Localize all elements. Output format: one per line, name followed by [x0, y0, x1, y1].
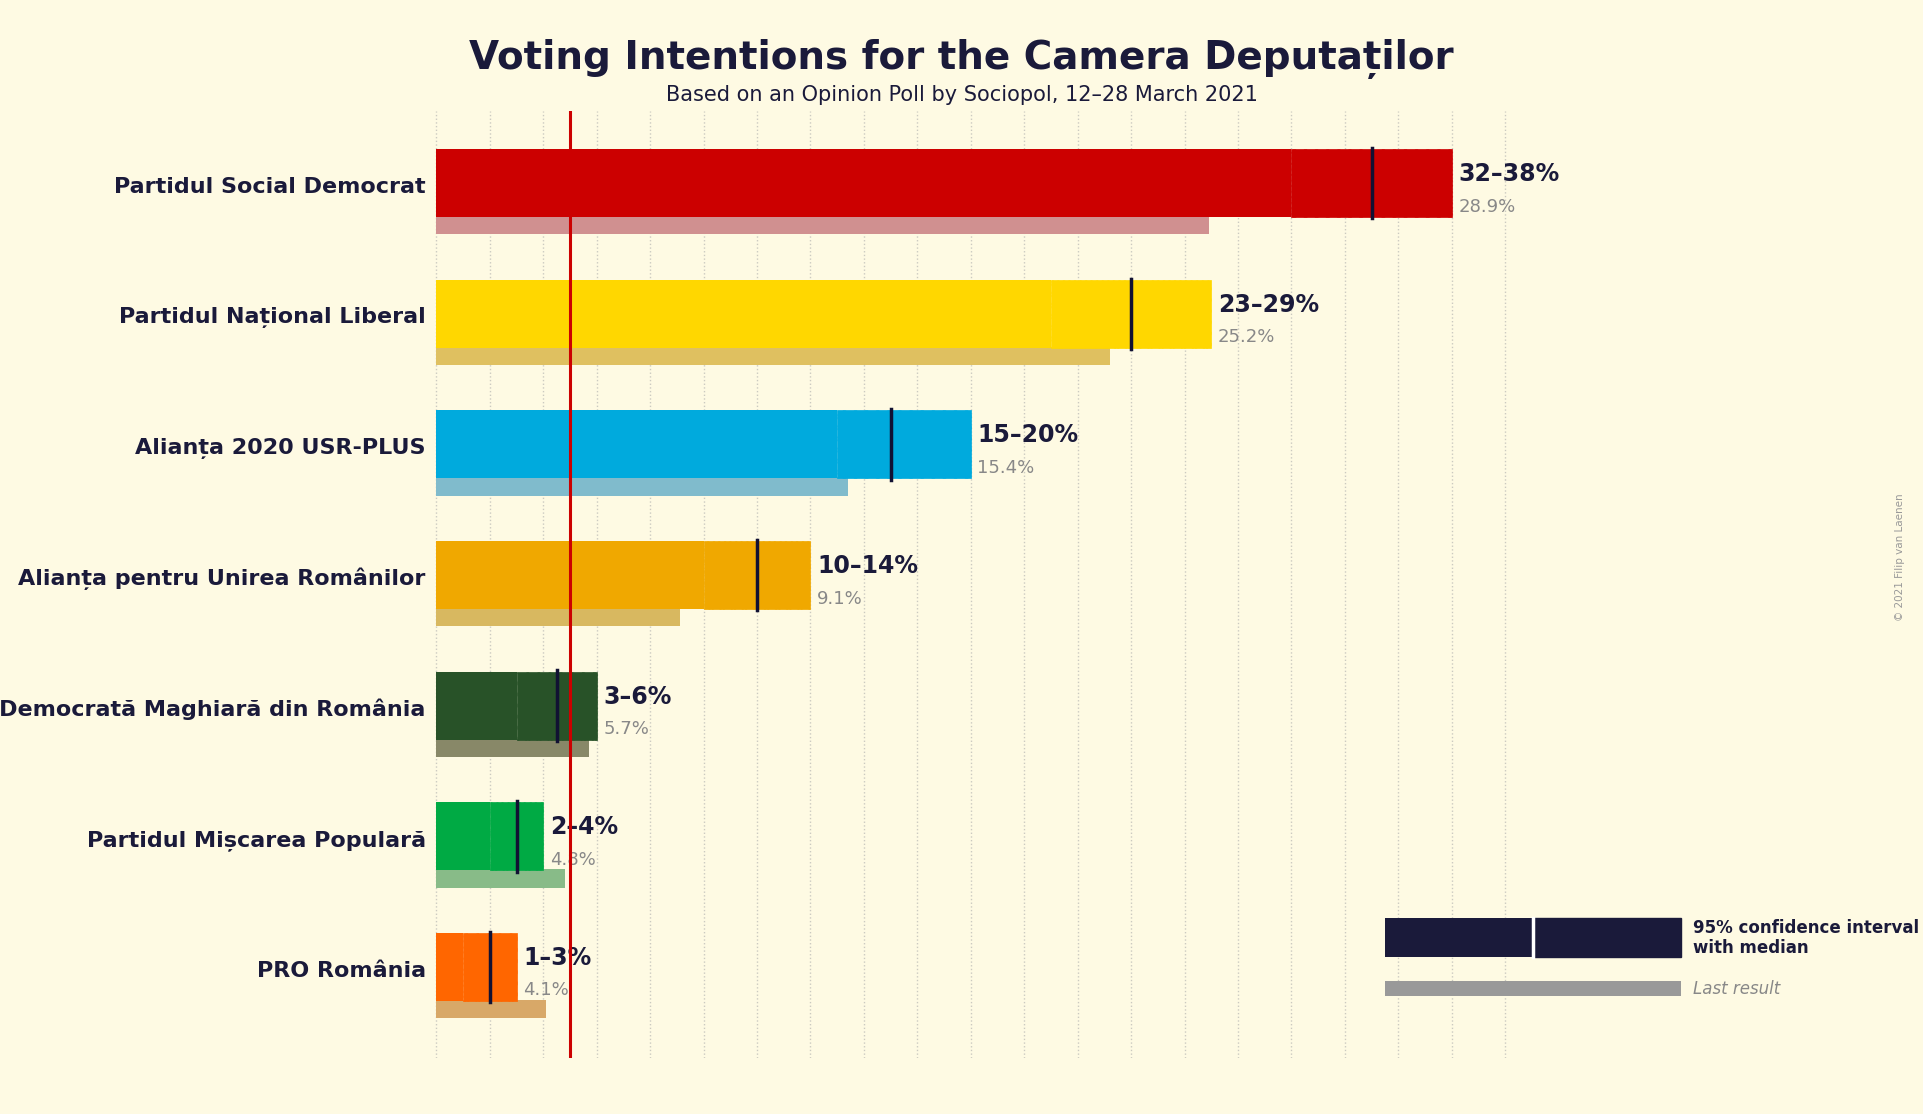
Text: 25.2%: 25.2%: [1217, 329, 1275, 346]
Bar: [437, 932, 463, 1000]
Text: 4.1%: 4.1%: [523, 981, 569, 999]
Text: Voting Intentions for the Camera Deputaților: Voting Intentions for the Camera Deputaț…: [469, 39, 1454, 79]
Bar: [437, 672, 517, 740]
Bar: [1385, 918, 1533, 957]
Bar: [437, 149, 1292, 217]
Text: 3–6%: 3–6%: [604, 684, 671, 709]
Bar: [1292, 149, 1452, 217]
Text: 15–20%: 15–20%: [977, 423, 1079, 448]
Text: 2–4%: 2–4%: [550, 815, 617, 839]
Bar: [437, 478, 848, 496]
Text: Uniunea Democrată Maghiară din România: Uniunea Democrată Maghiară din România: [0, 698, 425, 721]
Bar: [837, 410, 971, 478]
Bar: [437, 869, 565, 888]
Bar: [437, 541, 704, 609]
Text: Alianța 2020 USR-PLUS: Alianța 2020 USR-PLUS: [135, 438, 425, 459]
Bar: [517, 672, 596, 740]
Bar: [1385, 980, 1681, 996]
Bar: [437, 410, 837, 478]
Text: 95% confidence interval
with median: 95% confidence interval with median: [1694, 919, 1919, 957]
Bar: [1533, 918, 1681, 957]
Bar: [490, 802, 544, 870]
Text: 4.8%: 4.8%: [550, 851, 596, 869]
Bar: [437, 346, 1110, 365]
Text: Partidul Național Liberal: Partidul Național Liberal: [119, 307, 425, 329]
Text: 5.7%: 5.7%: [604, 720, 650, 739]
Bar: [463, 932, 517, 1000]
Text: Based on an Opinion Poll by Sociopol, 12–28 March 2021: Based on an Opinion Poll by Sociopol, 12…: [665, 85, 1258, 105]
Text: 9.1%: 9.1%: [817, 589, 863, 607]
Text: Partidul Social Democrat: Partidul Social Democrat: [113, 177, 425, 197]
Text: 15.4%: 15.4%: [977, 459, 1035, 477]
Bar: [1052, 280, 1211, 348]
Text: 10–14%: 10–14%: [817, 554, 917, 578]
Bar: [437, 1000, 546, 1018]
Bar: [437, 739, 588, 756]
Text: © 2021 Filip van Laenen: © 2021 Filip van Laenen: [1894, 494, 1906, 620]
Text: 32–38%: 32–38%: [1458, 163, 1560, 186]
Bar: [704, 541, 810, 609]
Bar: [437, 608, 679, 626]
Text: Partidul Mișcarea Populară: Partidul Mișcarea Populară: [87, 830, 425, 850]
Text: 1–3%: 1–3%: [523, 946, 592, 969]
Text: 28.9%: 28.9%: [1458, 198, 1515, 216]
Text: 23–29%: 23–29%: [1217, 293, 1319, 316]
Text: PRO România: PRO România: [256, 960, 425, 980]
Bar: [437, 216, 1210, 234]
Text: Last result: Last result: [1694, 979, 1781, 998]
Bar: [437, 802, 490, 870]
Bar: [437, 280, 1052, 348]
Text: Alianța pentru Unirea Românilor: Alianța pentru Unirea Românilor: [19, 568, 425, 590]
